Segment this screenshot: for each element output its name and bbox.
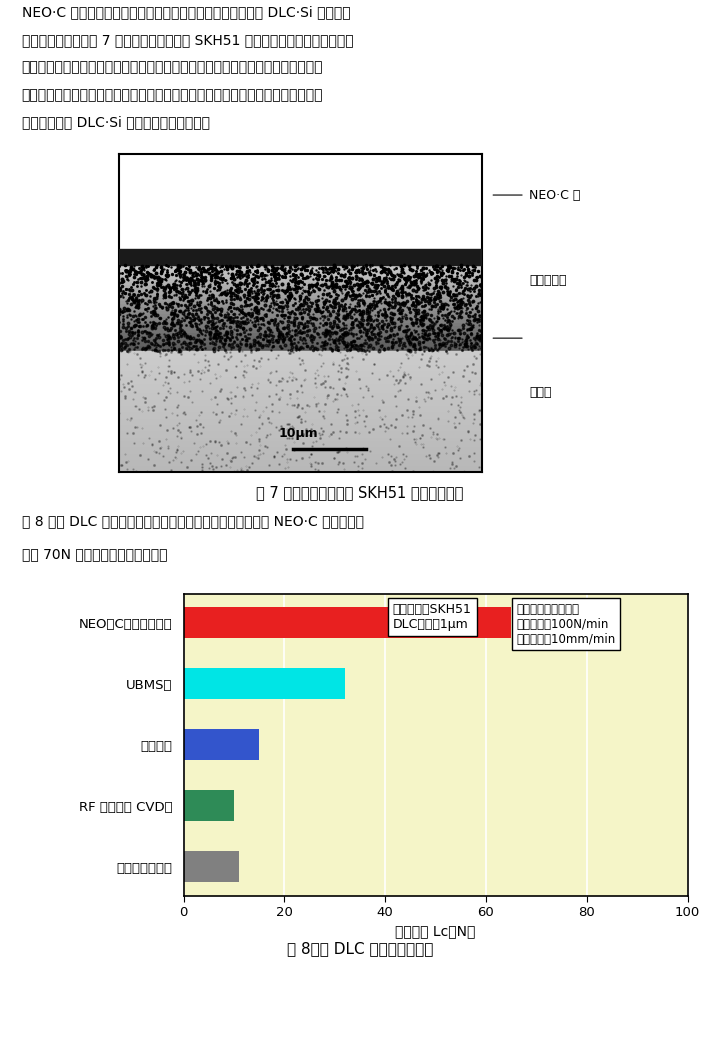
Bar: [119, 313, 482, 316]
Bar: [119, 370, 482, 373]
Bar: [119, 421, 482, 424]
Bar: [119, 294, 482, 297]
Text: 硬化処理がある。図 7 に複合硬化処理した SKH51 材の断面組織写真を示す。プ: 硬化処理がある。図 7 に複合硬化処理した SKH51 材の断面組織写真を示す。…: [22, 33, 354, 47]
Bar: [184, 729, 259, 760]
Bar: [119, 376, 482, 379]
Bar: [119, 271, 482, 275]
Bar: [119, 306, 482, 310]
Text: は約 70N と高い密着力を示した。: は約 70N と高い密着力を示した。: [22, 547, 167, 561]
Text: 図 7 複合硬化処理した SKH51 材の断面組織: 図 7 複合硬化処理した SKH51 材の断面組織: [256, 484, 464, 500]
Bar: [119, 379, 482, 383]
Bar: [119, 373, 482, 376]
Text: NEO·C コーティング法の特徴の一つに，　プラズマ牒化と DLC·Si 膜の複合: NEO·C コーティング法の特徴の一つに， プラズマ牒化と DLC·Si 膜の複…: [22, 5, 350, 19]
Bar: [119, 322, 482, 325]
Bar: [119, 310, 482, 313]
Bar: [119, 462, 482, 465]
Bar: [119, 434, 482, 437]
Bar: [119, 287, 482, 290]
Bar: [119, 395, 482, 399]
Text: 図 8　各 DLC 膜の密着力比較: 図 8 各 DLC 膜の密着力比較: [287, 941, 433, 956]
Bar: [184, 791, 234, 820]
X-axis label: 臨界荷重 Lc（N）: 臨界荷重 Lc（N）: [395, 924, 476, 939]
Bar: [119, 459, 482, 462]
Bar: [119, 437, 482, 440]
Bar: [119, 465, 482, 469]
Text: 内で連続して DLC·Si 膜を複合処理できる。: 内で連続して DLC·Si 膜を複合処理できる。: [22, 116, 210, 129]
Bar: [184, 851, 239, 882]
Bar: [119, 335, 482, 338]
Bar: [119, 440, 482, 443]
Bar: [119, 367, 482, 370]
Bar: [119, 154, 482, 249]
Bar: [119, 278, 482, 281]
Bar: [119, 402, 482, 405]
Bar: [119, 316, 482, 319]
Bar: [119, 364, 482, 367]
Bar: [119, 411, 482, 414]
Bar: [119, 418, 482, 421]
Bar: [119, 408, 482, 411]
Bar: [119, 268, 482, 271]
Text: 10μm: 10μm: [279, 427, 318, 440]
Bar: [119, 303, 482, 306]
Text: スクラッチ試験条件
負荷速度：100N/min
移動速度：10mm/min: スクラッチ試験条件 負荷速度：100N/min 移動速度：10mm/min: [516, 603, 616, 646]
Bar: [119, 456, 482, 459]
Bar: [119, 399, 482, 402]
Text: 図 8 に各 DLC 膜の密着力の比較を示す。複合硬化処理した NEO·C 膜の密着力: 図 8 に各 DLC 膜の密着力の比較を示す。複合硬化処理した NEO·C 膜の…: [22, 514, 364, 528]
Text: 牒素拡散層: 牒素拡散層: [529, 275, 567, 287]
Bar: [119, 297, 482, 300]
Bar: [119, 332, 482, 335]
Bar: [119, 354, 482, 357]
Bar: [119, 265, 482, 268]
Bar: [119, 424, 482, 427]
Bar: [119, 389, 482, 392]
Bar: [119, 351, 482, 354]
Text: 牒素拡散層のみを形成させる牒化を可能としている。これにより，牒化後同一炉: 牒素拡散層のみを形成させる牒化を可能としている。これにより，牒化後同一炉: [22, 88, 323, 102]
Bar: [119, 348, 482, 351]
Bar: [119, 300, 482, 303]
Bar: [119, 443, 482, 446]
Bar: [119, 427, 482, 430]
Bar: [119, 284, 482, 287]
Bar: [184, 669, 345, 699]
Bar: [119, 453, 482, 456]
Bar: [119, 392, 482, 395]
Bar: [119, 281, 482, 284]
Bar: [119, 405, 482, 408]
Bar: [119, 469, 482, 472]
Bar: [184, 607, 511, 638]
Bar: [119, 325, 482, 329]
Bar: [119, 414, 482, 418]
Bar: [119, 357, 482, 360]
Bar: [119, 449, 482, 453]
Text: ラズマ牒化の処理条件を最適化することにより，脆弱な化合物層を生成させずに: ラズマ牒化の処理条件を最適化することにより，脆弱な化合物層を生成させずに: [22, 60, 323, 74]
Bar: [119, 344, 482, 348]
Bar: [119, 386, 482, 389]
Bar: [119, 360, 482, 364]
Bar: [119, 430, 482, 434]
Bar: [119, 329, 482, 332]
Text: 基　材: 基 材: [529, 386, 552, 399]
Bar: [119, 290, 482, 294]
Text: NEO·C 膜: NEO·C 膜: [529, 189, 580, 201]
Bar: [119, 275, 482, 278]
Bar: [119, 338, 482, 341]
Bar: [119, 446, 482, 449]
Text: 基材材質：SKH51
DLC膜厚　1μm: 基材材質：SKH51 DLC膜厚 1μm: [393, 603, 472, 631]
Bar: [119, 383, 482, 386]
Bar: [119, 341, 482, 344]
Bar: [119, 249, 482, 265]
Bar: [119, 319, 482, 322]
